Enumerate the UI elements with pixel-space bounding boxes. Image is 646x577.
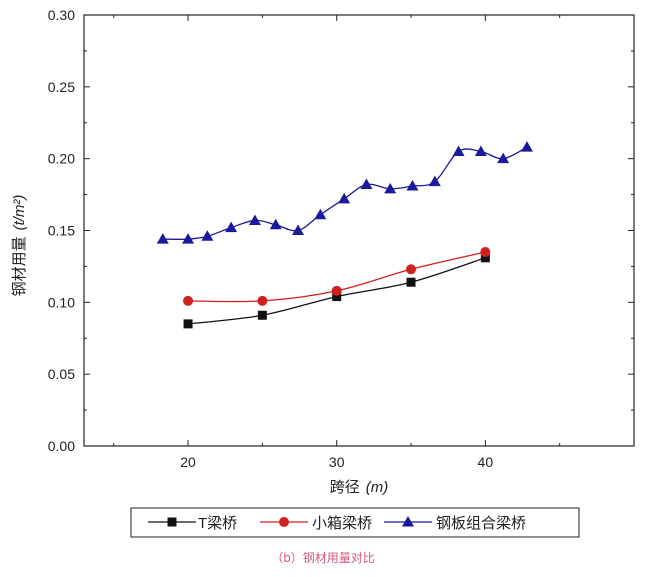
series-line [162,146,528,240]
y-tick-label: 0.15 [48,223,75,239]
series-triangle [156,141,533,244]
legend-entry: T梁桥 [148,515,237,532]
legend-label: T梁桥 [198,515,237,532]
data-point [257,310,267,320]
data-point [406,264,417,275]
legend-marker [279,517,289,527]
data-point [406,277,416,287]
plot-frame [83,14,635,447]
data-point [225,221,238,233]
series-square [183,253,490,329]
legend-label: 钢板组合梁桥 [436,514,526,532]
data-point [156,233,169,244]
data-point [452,145,465,156]
y-tick-label: 0.30 [48,7,75,23]
data-point [360,178,373,190]
y-tick-label: 0.05 [48,366,75,382]
y-tick-label: 0.20 [48,151,75,167]
axis-titles: 跨径 (m) 钢材用量(t/m²) [11,195,388,496]
data-point [497,152,510,164]
x-tick-label: 30 [329,454,345,470]
series-layer [156,141,533,329]
legend-marker [167,517,177,527]
legend-label: 小箱梁桥 [312,515,372,532]
axis-ticks: 0.00 0.05 0.10 0.15 0.20 0.25 0.30 20 30 40 [48,7,634,470]
data-point [406,179,419,191]
data-point [480,247,491,258]
y-tick-label: 0.25 [48,79,75,95]
data-point [474,145,487,156]
data-point [428,175,441,187]
legend-entry: 钢板组合梁桥 [384,514,526,532]
data-point [338,192,351,204]
legend-box [130,507,580,538]
data-point [331,285,342,296]
data-point [332,292,342,302]
legend-entry: 小箱梁桥 [260,515,372,532]
data-point [257,295,268,306]
plot-border [83,14,635,447]
y-tick-label: 0.00 [48,438,75,454]
data-point [269,218,282,230]
data-point [183,295,194,306]
x-axis-title: 跨径 (m) [330,479,389,496]
data-point [201,230,214,241]
series-circle [183,247,491,306]
y-tick-label: 0.10 [48,294,75,310]
data-point [480,253,490,263]
x-tick-label: 20 [180,454,196,470]
legend-marker [402,516,414,527]
data-point [384,182,397,194]
data-point [248,214,261,225]
x-tick-label: 40 [478,454,494,470]
data-point [292,224,305,235]
figure-caption: （b）钢材用量对比 [271,551,375,565]
legend: T梁桥 小箱梁桥 钢板组合梁桥 [130,507,580,538]
data-point [314,208,327,220]
data-point [182,233,195,244]
data-point [183,319,193,329]
y-axis-title: 钢材用量(t/m²) [11,195,28,297]
data-point [520,141,533,152]
